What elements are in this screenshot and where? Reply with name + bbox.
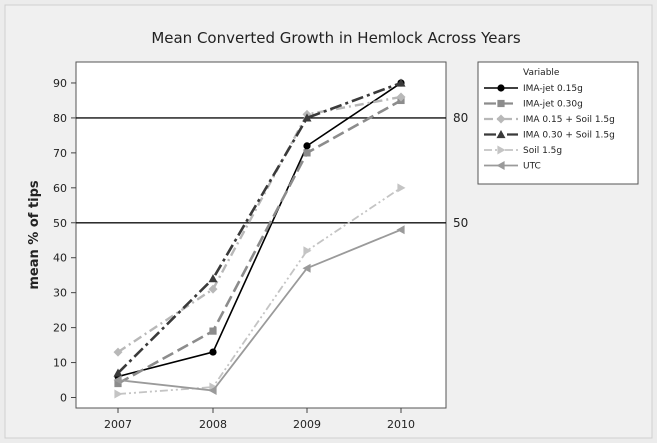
data-point: [113, 375, 122, 385]
data-point: [396, 78, 406, 87]
legend-label: IMA-jet 0.30g: [523, 100, 583, 110]
y-tick-label: 80: [53, 112, 67, 125]
data-point: [302, 113, 312, 122]
series-line: [117, 187, 402, 395]
legend-items: IMA-jet 0.15g IMA-jet 0.30g IMA 0.15 + Soi…: [484, 84, 615, 172]
y-tick-label: 50: [53, 217, 67, 230]
data-point: [209, 348, 217, 356]
series-line: [117, 95, 402, 354]
legend-item: IMA-jet 0.15g: [484, 84, 583, 94]
series-layer: [113, 78, 406, 399]
series-line: [117, 82, 402, 378]
y-tick-label: 10: [53, 357, 67, 370]
y-tick-label: 20: [53, 322, 67, 335]
legend-label: IMA-jet 0.15g: [523, 84, 583, 94]
x-tick-label: 2008: [199, 418, 227, 431]
y-tick-label: 60: [53, 182, 67, 195]
y-axis-label: mean % of tips: [27, 180, 42, 290]
y-tick-label: 90: [53, 77, 67, 90]
data-point: [208, 386, 217, 396]
y-tick-label: 0: [60, 392, 67, 405]
x-tick-label: 2010: [387, 418, 415, 431]
axes: 0 10 20 30 40 50 60 70 80 90 2007 2008 2009 2010: [53, 77, 415, 431]
legend-label: IMA 0.30 + Soil 1.5g: [523, 131, 615, 141]
legend-item: IMA-jet 0.30g: [484, 100, 583, 110]
series-4: [113, 78, 406, 377]
data-point: [303, 149, 311, 157]
legend-swatch-marker: [497, 99, 505, 108]
data-point: [208, 274, 218, 283]
legend-swatch-marker: [497, 145, 506, 155]
legend-item: IMA 0.15 + Soil 1.5g: [484, 114, 615, 125]
x-tick-label: 2007: [104, 418, 132, 431]
legend-swatch-marker: [496, 130, 506, 139]
legend-label: IMA 0.15 + Soil 1.5g: [523, 115, 615, 125]
legend-label: Soil 1.5g: [523, 146, 562, 156]
data-point: [396, 92, 406, 102]
chart-title: Mean Converted Growth in Hemlock Across …: [151, 29, 521, 47]
legend-title: Variable: [523, 68, 560, 78]
legend: Variable IMA-jet 0.15g IMA-jet 0.30g IMA 0…: [477, 61, 639, 185]
series-line: [117, 81, 402, 374]
data-point: [113, 347, 123, 357]
data-point: [396, 225, 405, 235]
data-point: [209, 327, 217, 335]
series-line: [117, 99, 402, 385]
legend-swatch-marker: [497, 84, 505, 92]
legend-item: Soil 1.5g: [484, 145, 562, 156]
data-point: [114, 389, 123, 399]
data-point: [302, 263, 311, 273]
series-6: [113, 225, 405, 396]
legend-item: UTC: [484, 161, 541, 172]
data-point: [397, 183, 406, 193]
data-point: [113, 368, 123, 377]
data-point: [114, 379, 122, 388]
y-tick-label: 40: [53, 252, 67, 265]
y-tick-label: 30: [53, 287, 67, 300]
legend-label: UTC: [523, 162, 541, 172]
reference-label-80: 80: [453, 111, 468, 125]
plot-area: [75, 61, 447, 409]
data-point: [303, 142, 311, 150]
x-tick-label: 2009: [293, 418, 321, 431]
legend-box: [477, 61, 639, 185]
legend-swatch-marker: [496, 161, 505, 170]
data-point: [208, 284, 218, 294]
reference-label-50: 50: [453, 216, 468, 230]
reference-lines: 80 50: [76, 111, 468, 230]
y-tick-label: 70: [53, 147, 67, 160]
legend-item: IMA 0.30 + Soil 1.5g: [484, 130, 615, 141]
data-point: [303, 246, 312, 256]
legend-swatch-marker: [496, 114, 506, 124]
series-line: [117, 228, 402, 392]
